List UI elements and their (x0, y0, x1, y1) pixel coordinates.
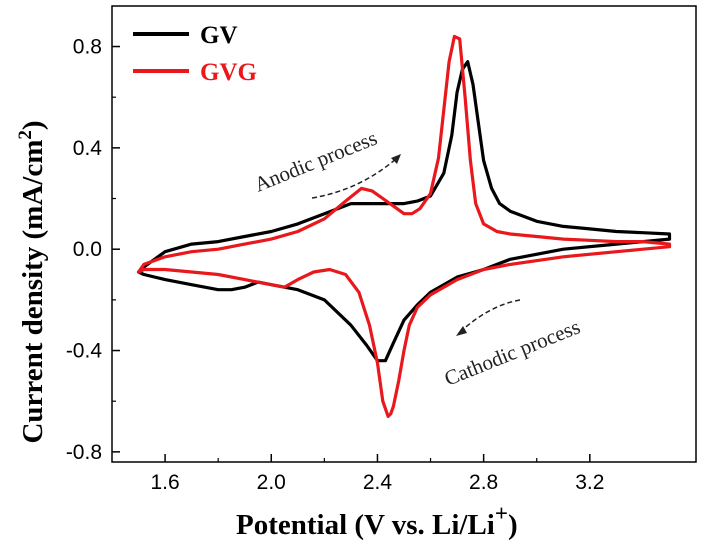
cathodic-arrow (459, 299, 521, 333)
plot-lines (136, 34, 672, 418)
y-tick-label: 0.0 (73, 238, 102, 261)
legend: GV GVG (133, 22, 257, 86)
plot-frame (111, 5, 697, 463)
y-tick-label: -0.8 (66, 441, 102, 464)
x-tick-label: 1.6 (150, 471, 179, 494)
y-axis-title: Current density (mA/cm2) (15, 120, 49, 443)
x-tick-label: 2.0 (257, 471, 286, 494)
axis-ticks: 1.6 2.0 2.4 2.8 3.2 -0.8 -0.4 0.0 0.4 0.8 (66, 36, 605, 494)
y-tick-label: 0.4 (73, 137, 103, 160)
x-tick-label: 2.8 (469, 471, 498, 494)
anodic-arrow (311, 157, 398, 199)
cathodic-label: Cathodic process (441, 314, 584, 390)
x-tick-label: 2.4 (363, 471, 393, 494)
legend-label-gv: GV (200, 22, 238, 49)
anodic-label: Anodic process (251, 126, 381, 197)
cathodic-annotation: Cathodic process (441, 299, 584, 391)
cathodic-arrowhead (456, 326, 467, 336)
series-line-gv (136, 60, 672, 363)
y-tick-label: 0.8 (73, 36, 102, 59)
y-tick-label: -0.4 (66, 340, 103, 363)
anodic-arrowhead (391, 154, 401, 164)
x-axis-title: Potential (V vs. Li/Li+) (236, 501, 518, 541)
anodic-annotation: Anodic process (251, 126, 401, 199)
series-line-gvg (136, 34, 672, 418)
x-tick-label: 3.2 (575, 471, 604, 494)
legend-label-gvg: GVG (200, 59, 257, 86)
